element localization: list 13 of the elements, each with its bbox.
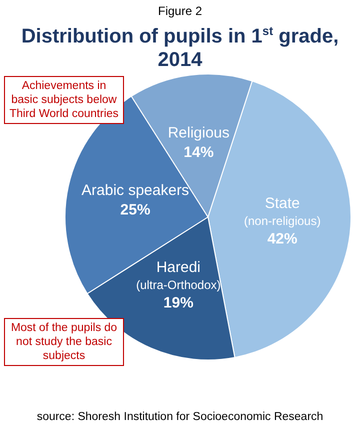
data-label: 42% [267,230,298,248]
data-label: 25% [120,202,150,219]
source-note: source: Shoresh Institution for Socioeconomic Research [36,410,324,424]
text: Most of the pupils do not study the basic subjects [4,318,124,366]
chart-subtitle: Figure 2 [156,4,204,18]
text: Achievements in basic subjects below Third World countries [4,76,124,124]
slice-label: Haredi (ultra-Orthodox) [136,258,221,292]
slice-label: Religious [168,124,230,142]
data-label: 14% [184,144,214,162]
slice-label: State (non-religious) [244,195,321,228]
data-label: 19% [163,294,194,312]
slice-label: Arabic speakers [82,182,190,200]
chart-title: Distribution of pupils in 1$^{st}$ grade, 2014 [21,24,339,71]
